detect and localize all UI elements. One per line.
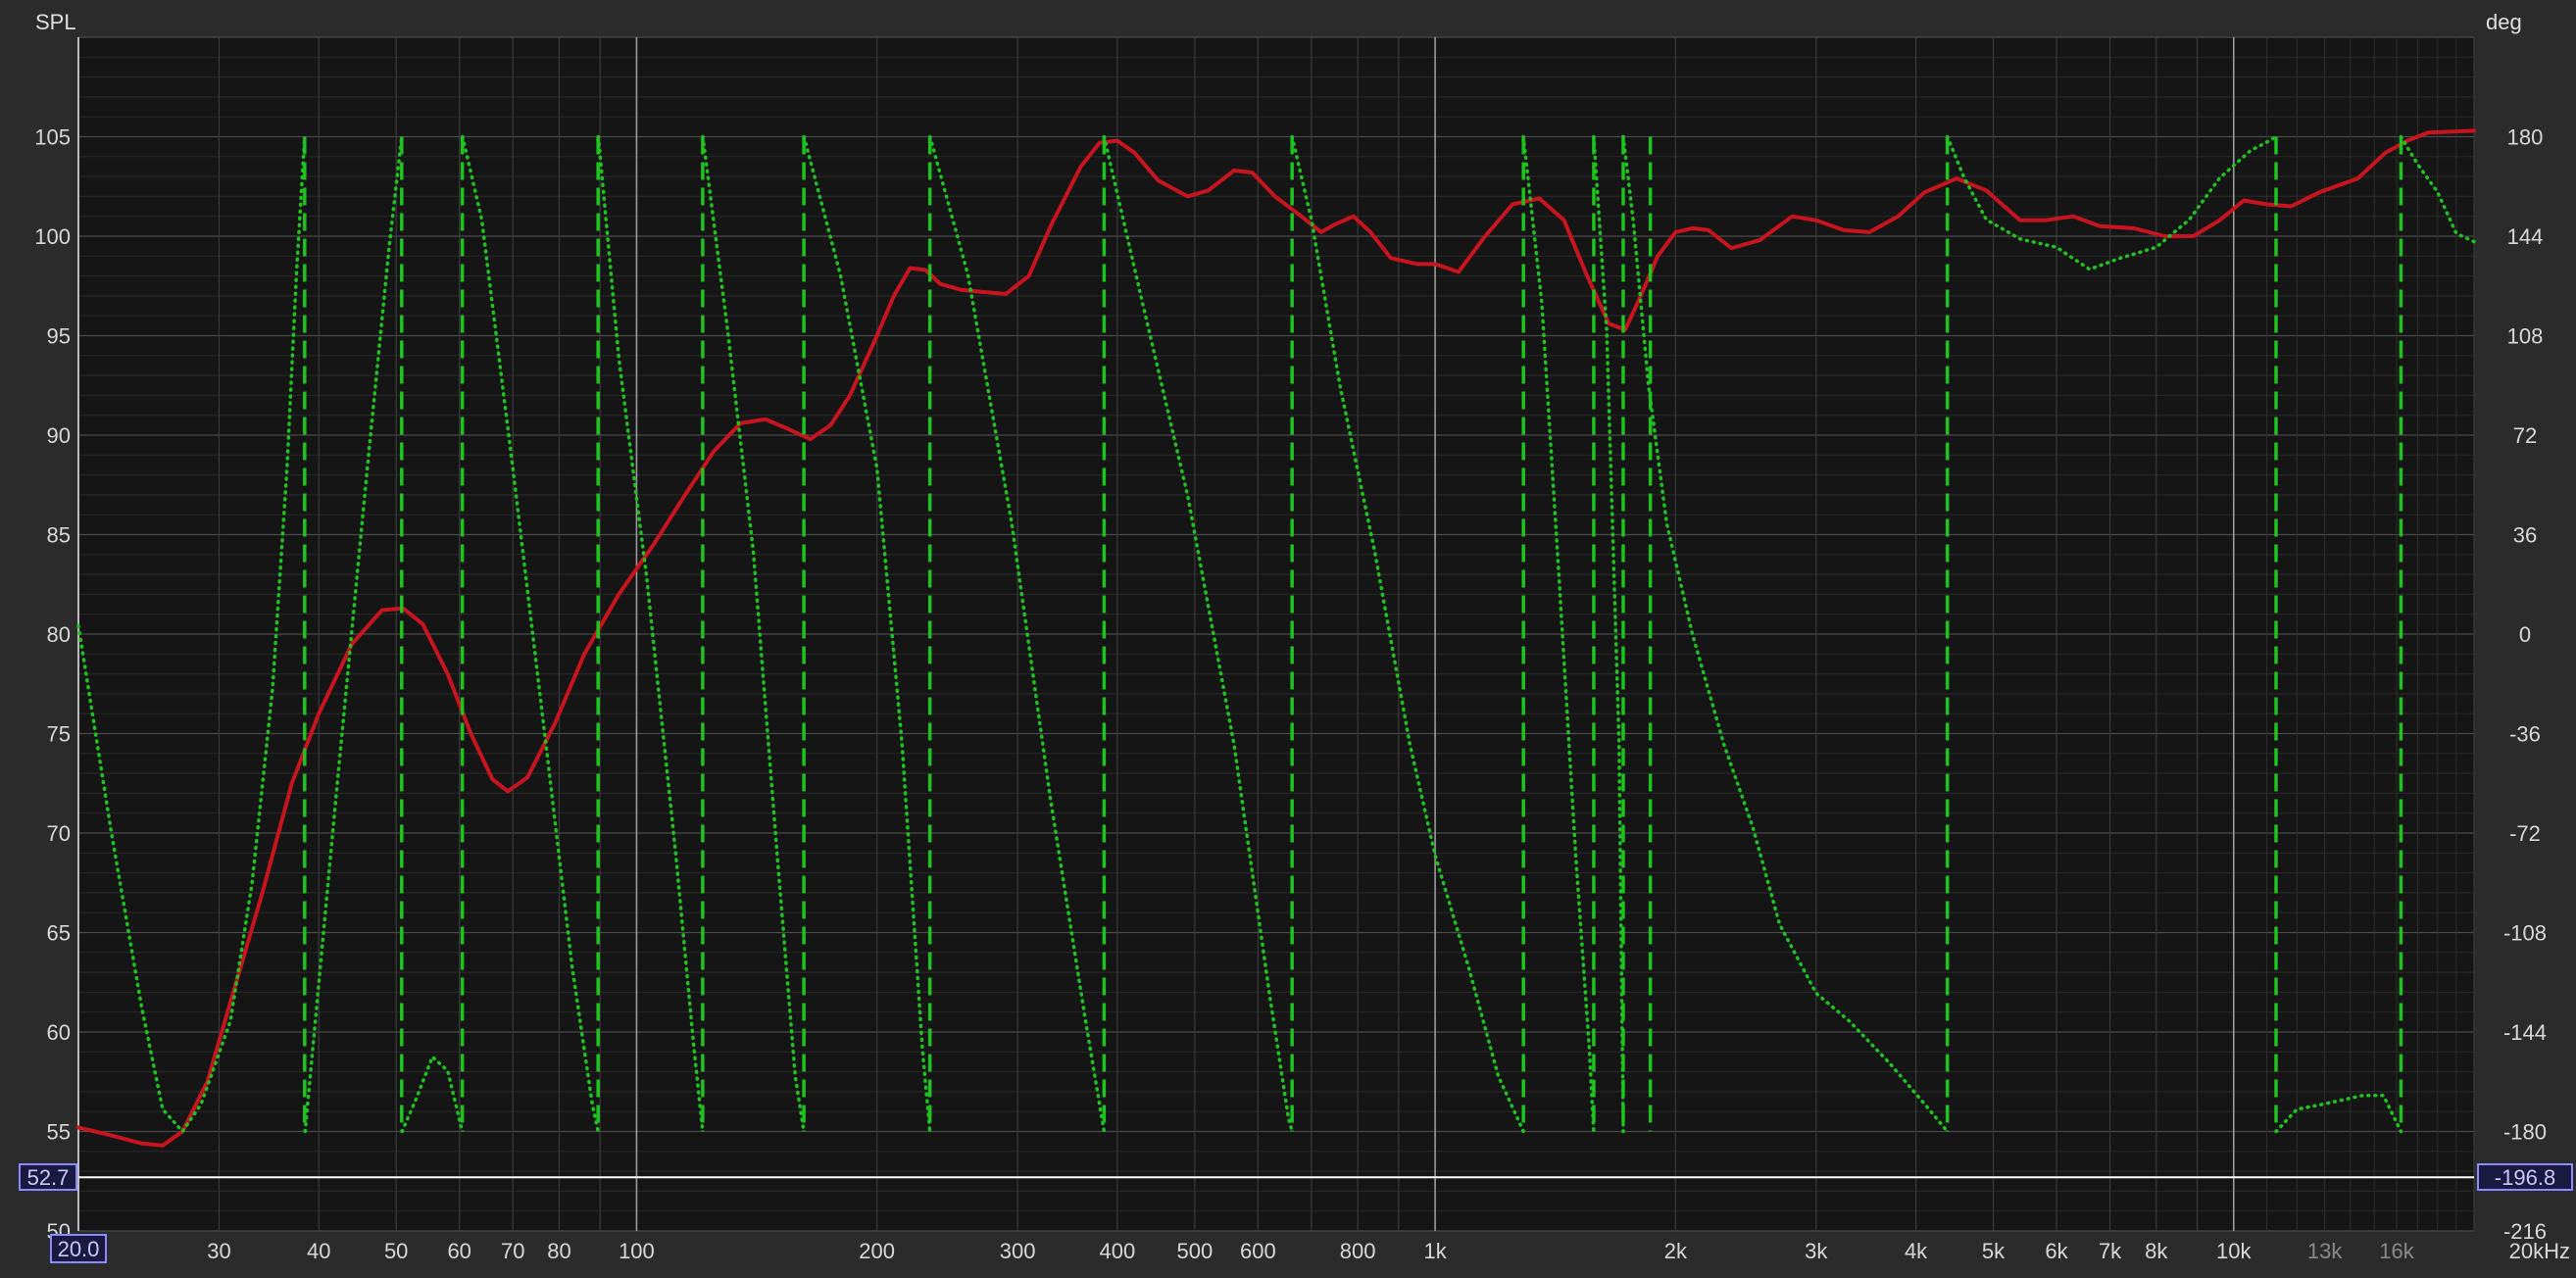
cursor-deg-readout: -196.8 [2495, 1165, 2555, 1190]
grid [77, 36, 2475, 1232]
spl-tick-label: 80 [47, 622, 71, 647]
freq-tick-label: 16k [2379, 1239, 2414, 1263]
deg-tick-label: -36 [2509, 722, 2541, 747]
freq-tick-label: 70 [501, 1239, 524, 1263]
freq-tick-label: 20kHz [2509, 1239, 2570, 1263]
spl-tick-label: 85 [47, 523, 71, 548]
spl-tick-label: 65 [47, 921, 71, 946]
freq-tick-label: 60 [447, 1239, 471, 1263]
spl-tick-label: 55 [47, 1120, 71, 1145]
deg-tick-label: -216 [2503, 1219, 2547, 1244]
cursor-spl-readout: 52.7 [27, 1165, 70, 1190]
deg-tick-label: 36 [2513, 523, 2537, 548]
freq-tick-label: 600 [1240, 1239, 1276, 1263]
freq-tick-label: 500 [1176, 1239, 1213, 1263]
spl-tick-label: 90 [47, 423, 71, 448]
freq-tick-label: 4k [1905, 1239, 1928, 1263]
deg-tick-label: 72 [2513, 423, 2537, 448]
freq-tick-label: 7k [2099, 1239, 2122, 1263]
freq-tick-label: 5k [1982, 1239, 2006, 1263]
deg-tick-label: -144 [2503, 1020, 2547, 1045]
series-layer [76, 128, 2476, 1148]
freq-tick-label: 300 [1000, 1239, 1036, 1263]
spl-tick-label: 70 [47, 821, 71, 846]
cursor-spl-box[interactable] [19, 1163, 77, 1191]
spl-tick-label: 100 [34, 224, 71, 249]
freq-tick-label: 50 [384, 1239, 408, 1263]
spl-tick-label: 60 [47, 1020, 71, 1045]
right-axis-title: deg [2486, 10, 2522, 34]
freq-tick-label: 200 [859, 1239, 895, 1263]
freq-tick-label: 1k [1423, 1239, 1447, 1263]
freq-tick-label: 80 [547, 1239, 570, 1263]
cursor-deg-box[interactable] [2477, 1163, 2573, 1191]
deg-tick-label: -180 [2503, 1120, 2547, 1145]
axes: 50 55 60 65 70 75 80 85 90 95 100 105 -216 -180 -144 -1… [34, 125, 2570, 1264]
freq-tick-label: 13k [2307, 1239, 2343, 1263]
freq-tick-label: 3k [1805, 1239, 1828, 1263]
freq-tick-label: 8k [2145, 1239, 2168, 1263]
freq-tick-label: 2k [1664, 1239, 1688, 1263]
cursor-x-box[interactable] [50, 1234, 107, 1263]
deg-tick-label: 144 [2507, 224, 2544, 249]
freq-tick-label: 30 [207, 1239, 230, 1263]
freq-tick-label: 400 [1100, 1239, 1136, 1263]
freq-tick-label: 10k [2216, 1239, 2252, 1263]
spl-tick-label: 95 [47, 324, 71, 349]
cursor-x-readout: 20.0 [58, 1237, 100, 1261]
deg-tick-label: 0 [2519, 622, 2531, 647]
left-axis-title: SPL [35, 10, 76, 34]
deg-tick-label: 108 [2507, 324, 2544, 349]
spl-response-line [76, 128, 2476, 1148]
cursor[interactable]: 52.7 -196.8 20.0 [19, 1163, 2573, 1263]
deg-tick-label: -72 [2509, 821, 2541, 846]
spl-tick-label: 105 [34, 125, 71, 150]
spl-tick-label: 75 [47, 722, 71, 747]
freq-tick-label: 6k [2045, 1239, 2068, 1263]
deg-tick-label: -108 [2503, 921, 2547, 946]
phase-response-line [76, 134, 2476, 1134]
deg-tick-label: 180 [2507, 125, 2544, 150]
freq-tick-label: 100 [619, 1239, 655, 1263]
freq-tick-label: 40 [307, 1239, 330, 1263]
freq-tick-label: 800 [1340, 1239, 1376, 1263]
